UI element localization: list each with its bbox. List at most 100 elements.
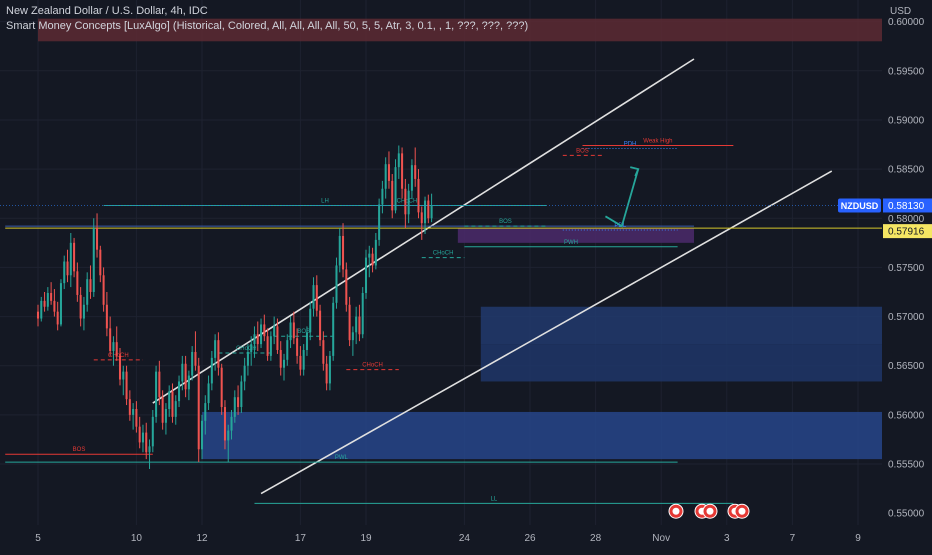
- candle-body-83: [309, 308, 312, 333]
- zone-4: [457, 228, 694, 243]
- candle-body-54: [214, 340, 217, 358]
- event-marker-dot: [706, 507, 714, 515]
- candle-body-28: [128, 399, 131, 415]
- candle-body-63: [243, 365, 246, 382]
- last-price-tag-bg: [883, 198, 932, 213]
- candle-body-7: [59, 283, 62, 325]
- candle-body-113: [407, 190, 410, 215]
- candle-body-16: [89, 279, 92, 292]
- candle-body-79: [296, 338, 299, 356]
- candle-body-58: [227, 430, 230, 441]
- candle-body-38: [161, 397, 164, 423]
- y-tick-label-1: 0.56000: [888, 410, 925, 421]
- candle-body-0: [36, 311, 40, 319]
- symbol-tag[interactable]: NZDUSD: [841, 201, 879, 211]
- candle-body-73: [276, 326, 279, 350]
- candle-body-119: [427, 200, 430, 219]
- level-price-tag: 0.57916: [888, 227, 925, 238]
- indicator-title[interactable]: Smart Money Concepts [LuxAlgo] (Historic…: [6, 20, 529, 32]
- candle-body-116: [417, 178, 420, 213]
- candle-body-115: [414, 165, 417, 179]
- y-tick-label-3: 0.57000: [888, 312, 925, 323]
- candle-body-60: [233, 397, 236, 417]
- level-label-12: CHoCH: [108, 353, 129, 359]
- candle-body-22: [109, 328, 112, 351]
- candle-body-26: [122, 371, 125, 380]
- candle-body-53: [210, 357, 213, 384]
- candle-body-95: [348, 304, 351, 341]
- candle-body-82: [305, 332, 308, 350]
- candle-body-50: [200, 420, 204, 450]
- candle-body-2: [43, 300, 46, 307]
- candle-body-20: [102, 275, 105, 305]
- candle-body-99: [361, 292, 364, 335]
- x-tick-label-10: 7: [790, 533, 796, 544]
- y-tick-label-5: 0.58000: [888, 214, 925, 225]
- candle-body-109: [394, 167, 397, 211]
- candle-body-86: [319, 310, 322, 341]
- x-tick-label-9: 3: [724, 533, 730, 544]
- y-tick-label-7: 0.59000: [888, 115, 925, 126]
- candle-body-81: [302, 350, 305, 370]
- candle-body-104: [378, 204, 381, 240]
- candle-body-106: [384, 164, 387, 189]
- trend-line-1[interactable]: [260, 170, 833, 495]
- candle-body-117: [420, 212, 423, 224]
- candle-body-24: [115, 342, 118, 356]
- event-marker-4[interactable]: [734, 503, 750, 519]
- candle-body-114: [410, 165, 413, 191]
- projection-path[interactable]: [604, 168, 640, 228]
- event-markers[interactable]: [668, 503, 750, 519]
- level-label-16: PWL: [335, 455, 349, 461]
- level-label-14: CHoCH: [362, 363, 383, 369]
- symbol-title[interactable]: New Zealand Dollar / U.S. Dollar, 4h, ID…: [6, 5, 208, 17]
- candle-body-33: [145, 432, 148, 453]
- candle-body-100: [364, 257, 368, 293]
- x-tick-label-7: 28: [590, 533, 602, 544]
- candle-body-14: [82, 304, 85, 319]
- candle-body-23: [112, 342, 115, 351]
- candle-body-8: [63, 261, 66, 284]
- event-marker-2[interactable]: [702, 503, 718, 519]
- y-tick-label-0: 0.55500: [888, 460, 925, 471]
- candle-body-57: [223, 407, 226, 441]
- candle-body-29: [132, 408, 135, 415]
- candle-body-108: [391, 180, 394, 211]
- candle-body-98: [358, 316, 361, 335]
- x-axis: 5 10 12 17 19 24 26 28 Nov 3 7 9: [35, 533, 861, 544]
- level-label-0: LH: [321, 198, 329, 204]
- level-label-13: BOS: [297, 329, 310, 335]
- candle-body-37: [158, 371, 161, 398]
- candle-body-32: [141, 432, 144, 443]
- projection: [604, 166, 640, 228]
- candle-body-67: [256, 334, 259, 345]
- currency-label: USD: [890, 6, 912, 17]
- candle-body-80: [299, 355, 302, 370]
- candle-body-69: [263, 324, 266, 337]
- level-label-9: PWH: [564, 240, 578, 246]
- candle-body-105: [381, 188, 384, 205]
- candle-body-94: [345, 269, 348, 305]
- x-tick-label-4: 19: [360, 533, 372, 544]
- candle-body-77: [289, 322, 292, 341]
- candle-body-71: [269, 336, 272, 356]
- candle-body-17: [92, 228, 95, 292]
- candle-body-34: [148, 446, 151, 453]
- level-label-6: Weak High: [643, 139, 672, 145]
- level-label-11: CHoCH: [236, 346, 257, 352]
- y-tick-label-9: 0.60000: [888, 17, 925, 28]
- trend-lines: [152, 58, 833, 495]
- candle-body-19: [99, 249, 102, 276]
- candle-body-10: [69, 242, 72, 276]
- candle-body-15: [86, 279, 89, 305]
- candle-body-6: [56, 311, 59, 325]
- event-marker-0[interactable]: [668, 503, 684, 519]
- zones: [38, 18, 882, 460]
- candle-body-85: [315, 285, 318, 311]
- trend-line-0[interactable]: [152, 58, 695, 404]
- y-tick-extra-0: 0.55000: [888, 509, 925, 520]
- candle-body-35: [151, 416, 154, 447]
